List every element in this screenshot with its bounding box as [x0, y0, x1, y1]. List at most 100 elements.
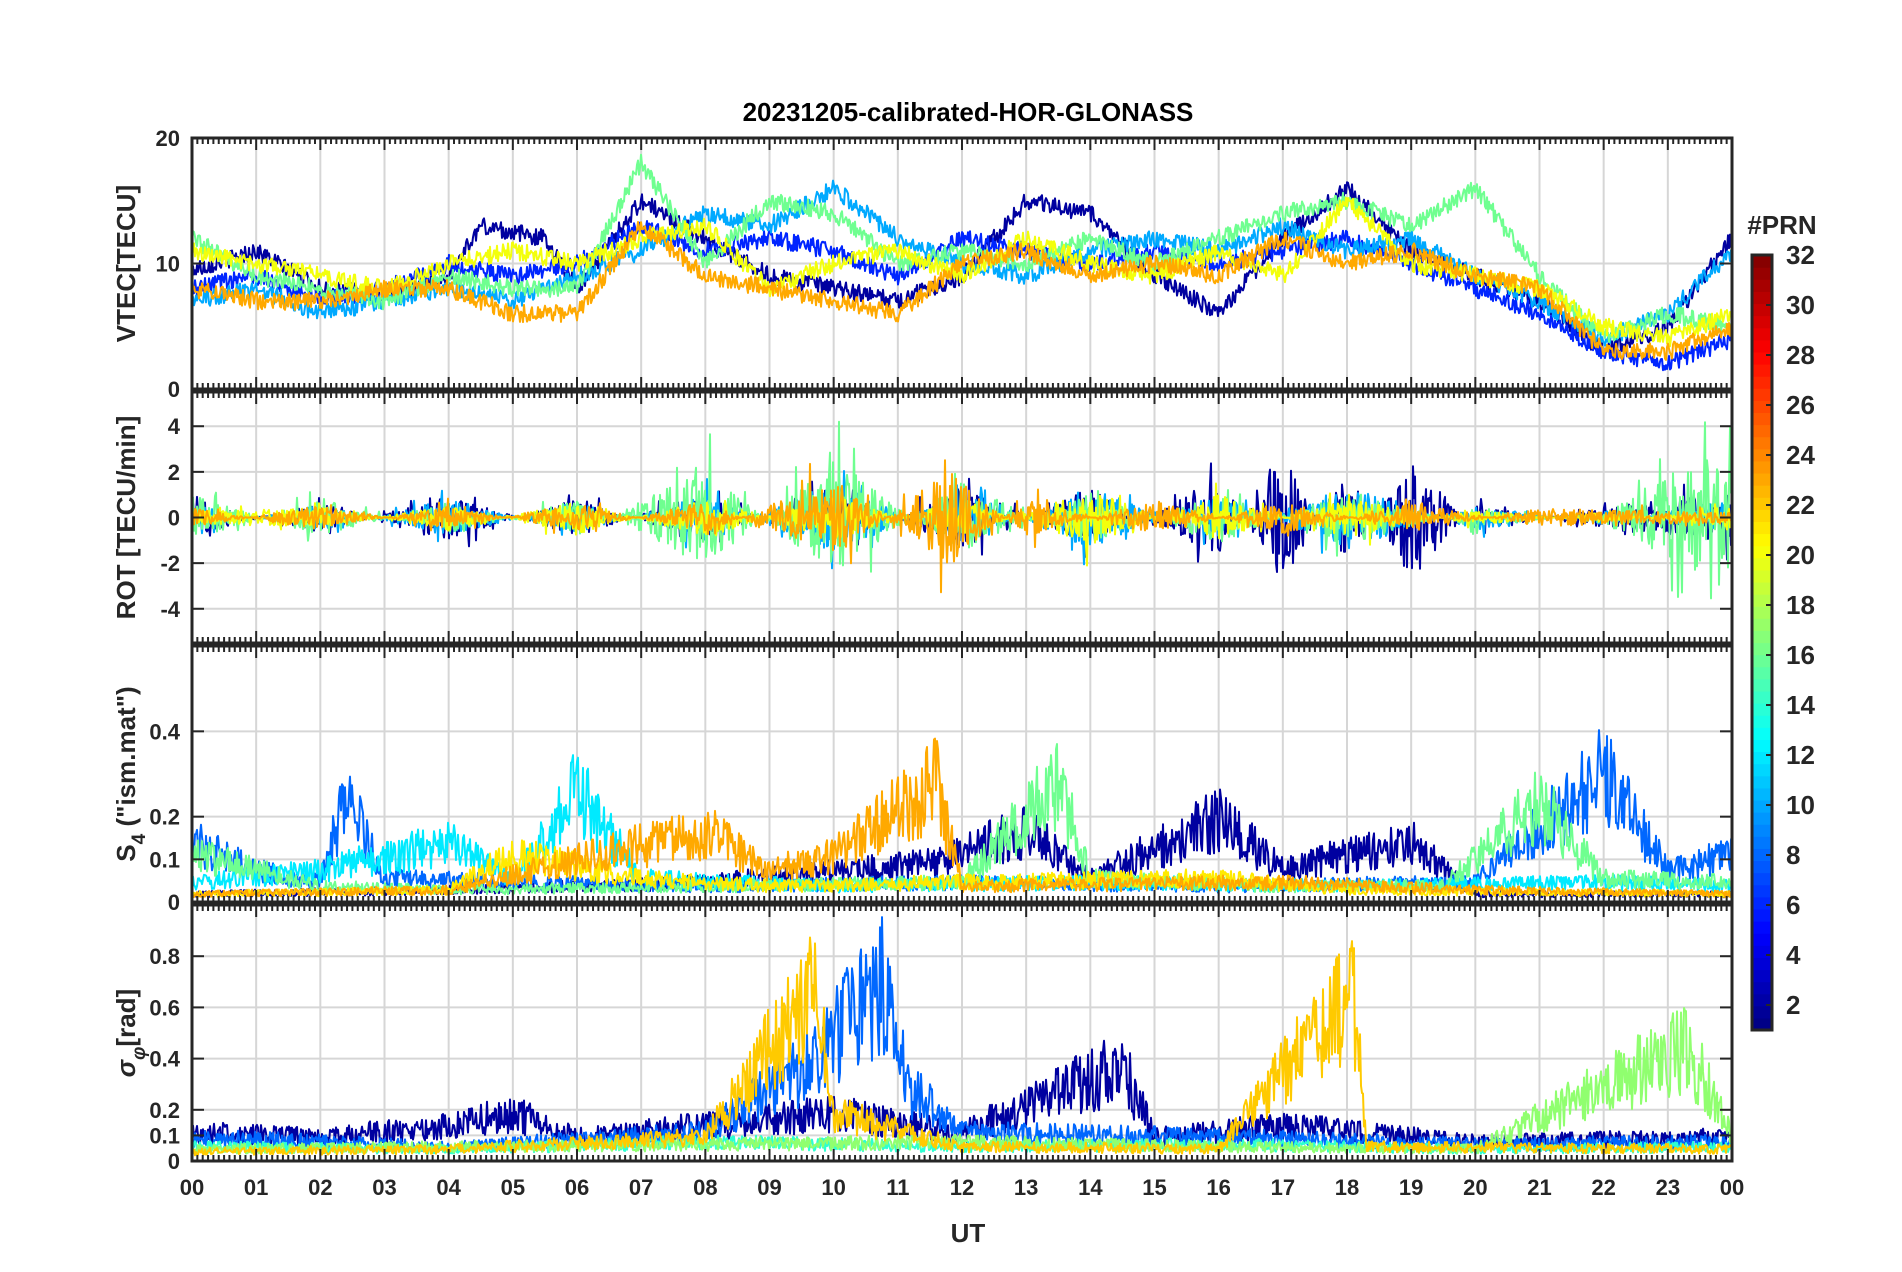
x-tick-label: 06	[565, 1175, 589, 1200]
colorbar-tick-label: 10	[1786, 790, 1815, 820]
colorbar-band	[1752, 424, 1772, 438]
vtec-ytick-label: 10	[156, 252, 180, 277]
x-tick-label: 18	[1335, 1175, 1359, 1200]
x-tick-label: 01	[244, 1175, 268, 1200]
colorbar-tick-label: 26	[1786, 390, 1815, 420]
x-tick-label: 11	[886, 1175, 909, 1200]
x-tick-label: 15	[1142, 1175, 1166, 1200]
colorbar-band	[1752, 872, 1772, 886]
colorbar-band	[1752, 400, 1772, 414]
vtec-ytick-label: 0	[168, 377, 180, 402]
colorbar-frame	[1750, 253, 1774, 1032]
s4-ytick-label: 0	[168, 890, 180, 915]
rot-series-group	[192, 420, 1732, 600]
x-tick-label: 14	[1078, 1175, 1103, 1200]
colorbar-band	[1752, 376, 1772, 389]
colorbar-band	[1752, 327, 1772, 341]
colorbar-tick-label: 18	[1786, 590, 1815, 620]
x-tick-label: 10	[821, 1175, 845, 1200]
colorbar-tick-label: 28	[1786, 340, 1815, 370]
colorbar-band	[1752, 739, 1772, 753]
colorbar-tick-label: 22	[1786, 490, 1815, 520]
panel-vtec: 0 10 20 VTEC[TECU]	[111, 126, 1734, 402]
sigma-ytick-label: 0.6	[149, 995, 180, 1020]
rot-ytick-label: 0	[168, 506, 180, 531]
vtec-ytick-label: 20	[156, 126, 180, 151]
colorbar-band	[1752, 799, 1772, 813]
colorbar-band	[1752, 436, 1772, 450]
x-tick-label: 00	[1720, 1175, 1744, 1200]
x-tick-label: 02	[308, 1175, 332, 1200]
colorbar-band	[1752, 763, 1772, 777]
colorbar-band	[1752, 836, 1772, 849]
x-tick-label: 08	[693, 1175, 717, 1200]
colorbar-band	[1752, 485, 1772, 498]
colorbar-tick-label: 32	[1786, 240, 1815, 270]
x-tick-label: 20	[1463, 1175, 1487, 1200]
colorbar-label: #PRN	[1747, 210, 1816, 240]
colorbar-band	[1752, 557, 1772, 571]
colorbar-band	[1752, 606, 1772, 619]
colorbar-band	[1752, 509, 1772, 523]
x-tick-label: 09	[757, 1175, 781, 1200]
colorbar-band	[1752, 594, 1772, 607]
colorbar-band	[1752, 291, 1772, 305]
vtec-series-group	[192, 153, 1732, 372]
colorbar-band	[1752, 521, 1772, 535]
x-tick-label: 17	[1271, 1175, 1295, 1200]
x-tick-label: 07	[629, 1175, 653, 1200]
colorbar-band	[1752, 533, 1772, 547]
colorbar-band	[1752, 993, 1772, 1007]
s4-ticks	[191, 646, 1733, 903]
s4-ytick-label: 0.2	[149, 805, 180, 830]
colorbar-band	[1752, 884, 1772, 898]
colorbar-tick-label: 20	[1786, 540, 1815, 570]
colorbar-band	[1752, 690, 1772, 704]
colorbar-band	[1752, 933, 1772, 946]
x-tick-label: 23	[1656, 1175, 1680, 1200]
colorbar-tick-label: 24	[1786, 440, 1815, 470]
colorbar-band	[1752, 703, 1772, 716]
colorbar-band	[1752, 1005, 1772, 1019]
colorbar-band	[1752, 787, 1772, 801]
vtec-series-prn-20	[192, 196, 1732, 348]
sigma-ytick-label: 0.2	[149, 1098, 180, 1123]
colorbar-tick-label: 2	[1786, 990, 1800, 1020]
colorbar-band	[1752, 388, 1772, 401]
colorbar-band	[1752, 351, 1772, 365]
colorbar-band	[1752, 666, 1772, 680]
colorbar-band	[1752, 945, 1772, 958]
colorbar-band	[1752, 715, 1772, 728]
colorbar-band	[1752, 267, 1772, 280]
s4-ytick-label: 0.4	[149, 719, 180, 744]
x-tick-label: 21	[1527, 1175, 1551, 1200]
colorbar-band	[1752, 581, 1772, 595]
colorbar-tick-label: 16	[1786, 640, 1815, 670]
colorbar-band	[1752, 448, 1772, 462]
sigma-ytick-label: 0.1	[149, 1123, 180, 1148]
colorbar-band	[1752, 545, 1772, 559]
s4-ylabel-rest: ("ism.mat")	[111, 686, 141, 833]
colorbar-band	[1752, 497, 1772, 510]
rot-ytick-label: 4	[168, 414, 181, 439]
panel-sigma: 00.10.2 0.4 0.6 0.8 σφ[rad]	[111, 903, 1734, 1174]
x-tick-label: 03	[372, 1175, 396, 1200]
vtec-ticks	[191, 137, 1733, 390]
colorbar-band	[1752, 412, 1772, 426]
rot-ticks	[191, 392, 1733, 643]
colorbar-band	[1752, 981, 1772, 995]
colorbar-band	[1752, 812, 1772, 825]
x-tick-label: 19	[1399, 1175, 1423, 1200]
s4-ylabel-sub: 4	[129, 833, 150, 844]
colorbar-band	[1752, 315, 1772, 329]
x-axis-label: UT	[951, 1218, 986, 1248]
x-tick-label: 04	[436, 1175, 461, 1200]
chart-title: 20231205-calibrated-HOR-GLONASS	[743, 97, 1194, 127]
sigma-ylabel-main: σ	[111, 1058, 141, 1077]
s4-ylabel-main: S	[111, 844, 141, 861]
colorbar-band	[1752, 642, 1772, 656]
colorbar-band	[1752, 569, 1772, 583]
colorbar-band	[1752, 618, 1772, 631]
